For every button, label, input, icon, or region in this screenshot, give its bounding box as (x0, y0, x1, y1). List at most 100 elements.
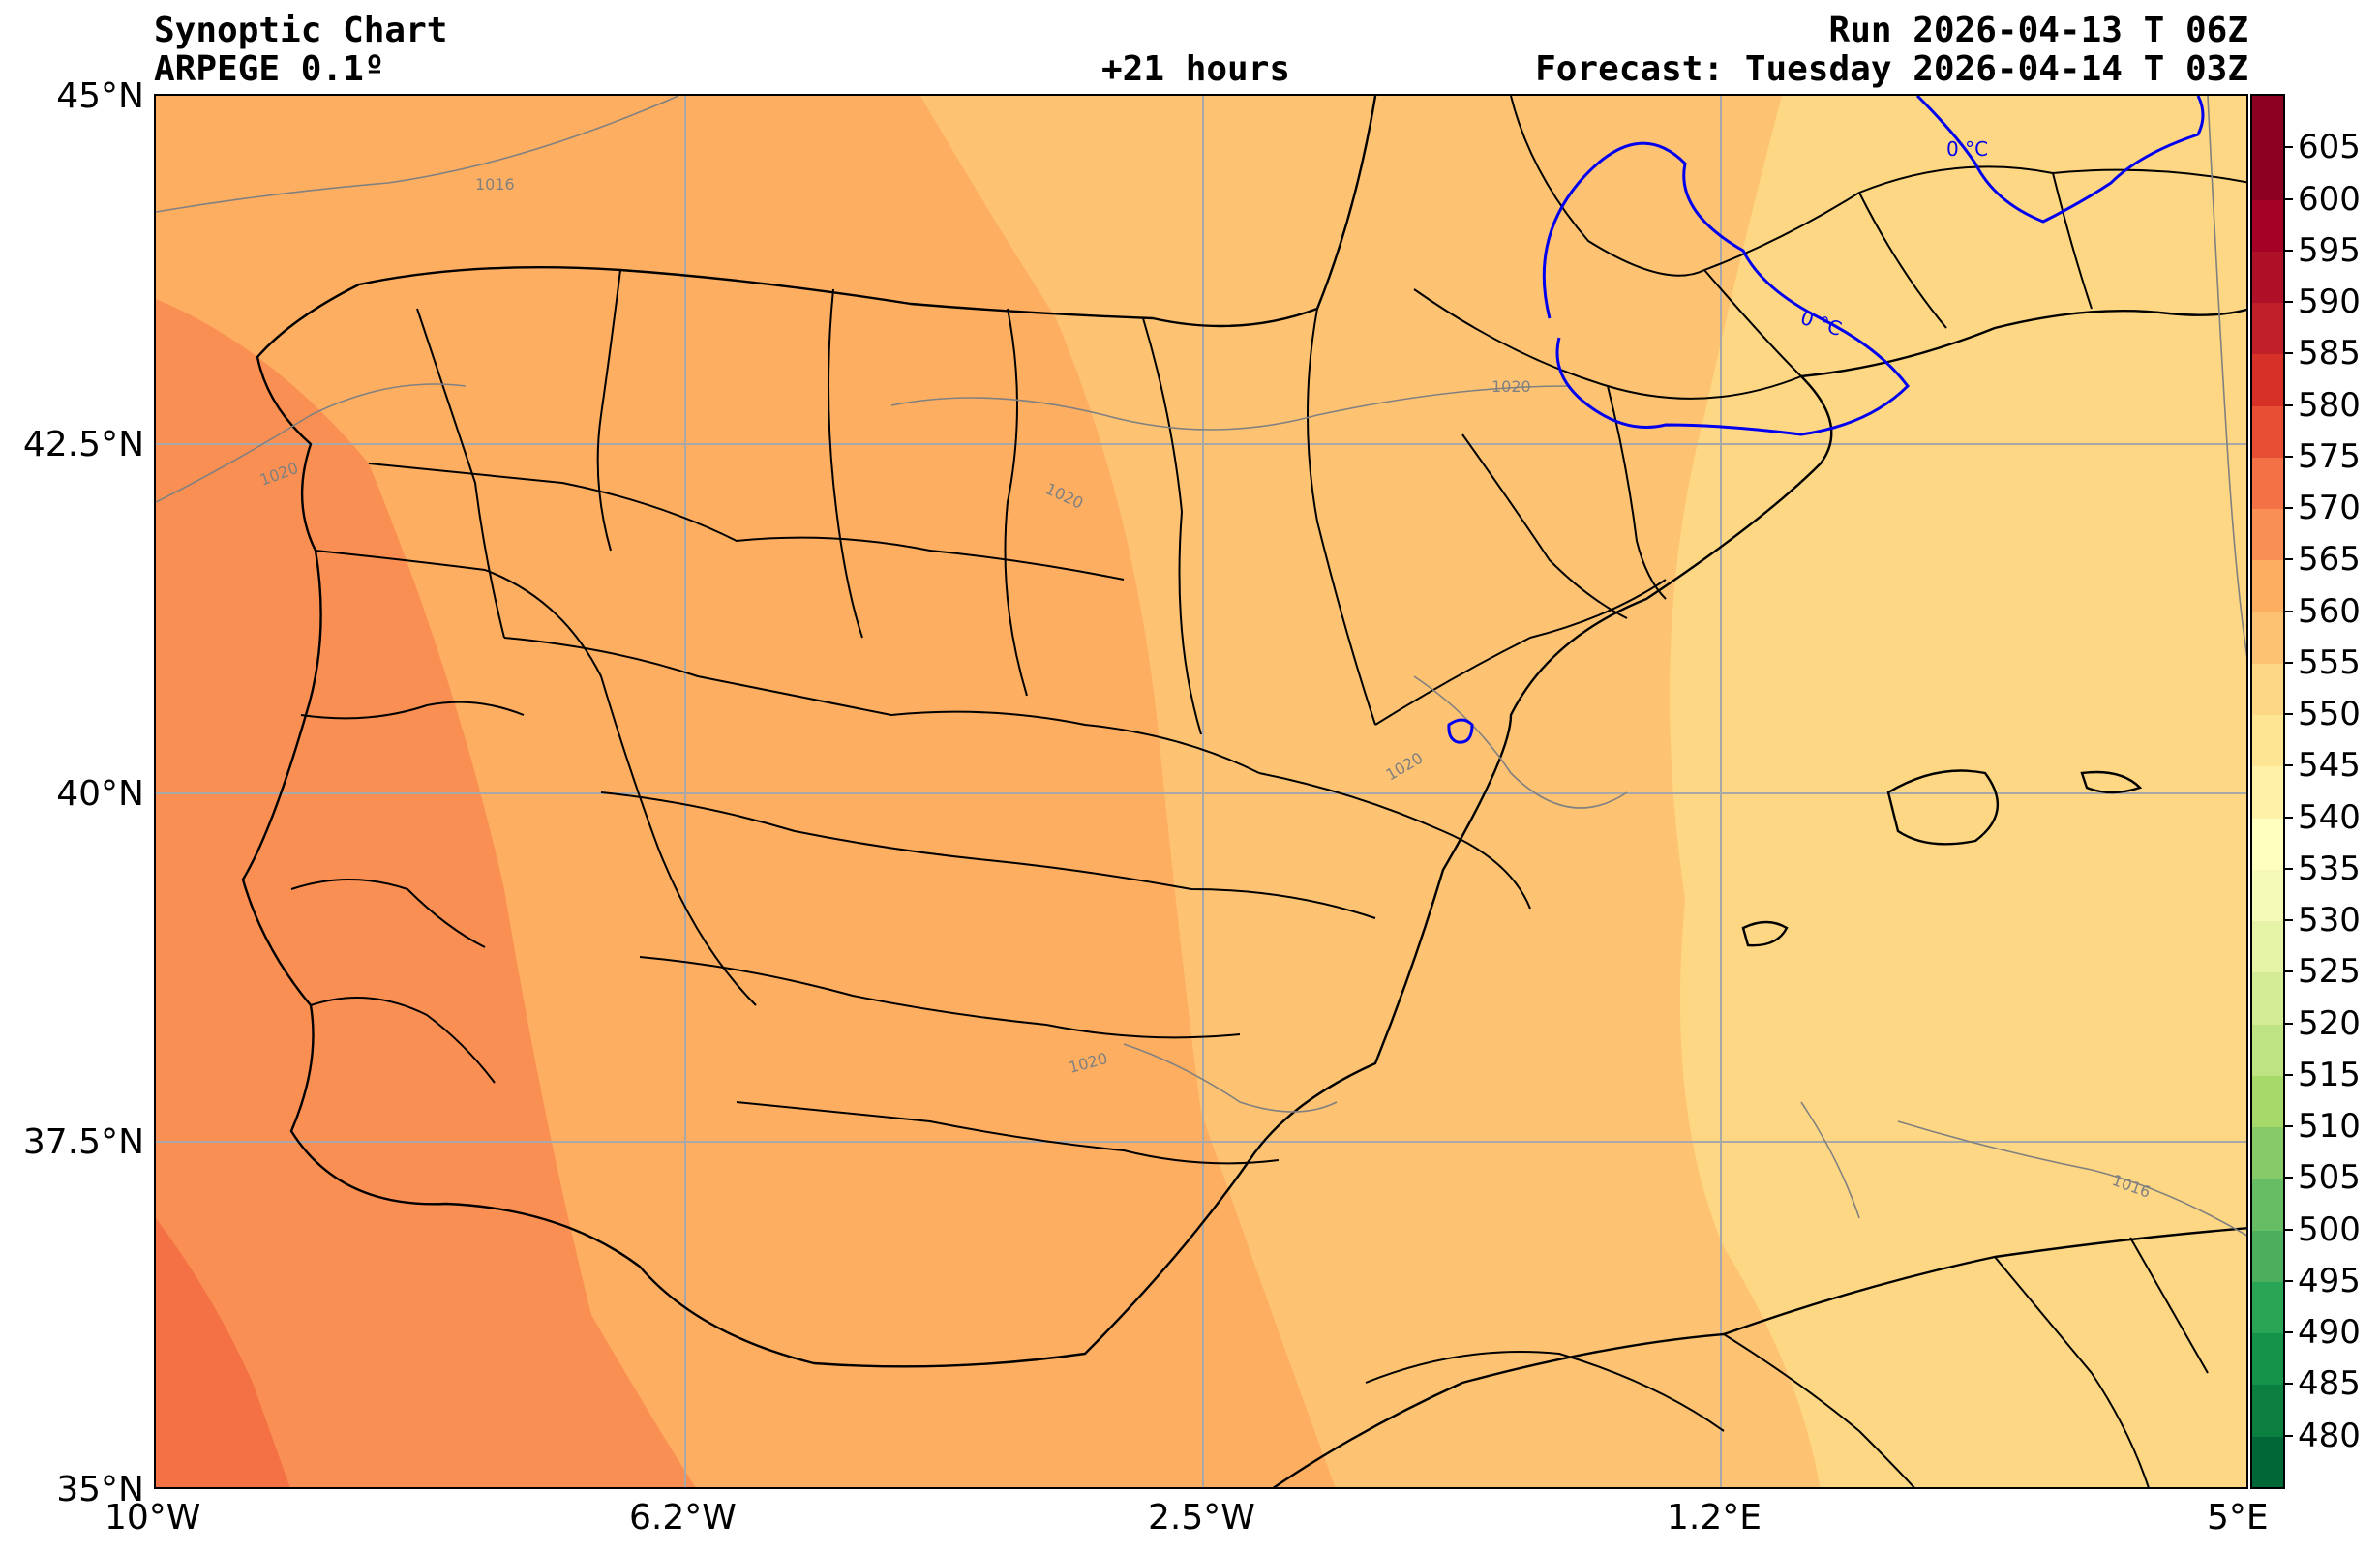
colorbar-label: 580 (2298, 385, 2361, 425)
colorbar-label: 600 (2298, 179, 2361, 219)
colorbar-cell (2252, 559, 2283, 612)
band-575 (156, 1218, 290, 1487)
colorbar-cell (2252, 714, 2283, 767)
colorbar-tick (2285, 197, 2293, 200)
lead-time: +21 hours (1101, 49, 1291, 89)
colorbar-label: 545 (2298, 746, 2361, 786)
synoptic-map: 1016 1020 1020 1020 1020 1020 1016 0 °C … (156, 96, 2246, 1487)
colorbar-cell (2252, 971, 2283, 1025)
colorbar-label: 525 (2298, 952, 2361, 992)
colorbar-tick (2285, 764, 2293, 767)
colorbar-tick (2285, 1434, 2293, 1437)
colorbar-tick (2285, 1279, 2293, 1282)
iberia-coast (241, 96, 1833, 1368)
colorbar-tick (2285, 1022, 2293, 1025)
menorca (2080, 770, 2143, 794)
freezing-isotherm (1447, 96, 2205, 744)
colorbar-tick (2285, 403, 2293, 406)
colorbar-cell (2252, 920, 2283, 973)
ibiza (1741, 920, 1789, 947)
colorbar-label: 560 (2298, 591, 2361, 631)
colorbar-tick (2285, 301, 2293, 304)
colorbar-cell (2252, 1384, 2283, 1437)
colorbar-cell (2252, 1074, 2283, 1128)
isobar-label: 1020 (1491, 377, 1531, 396)
colorbar-cell (2252, 96, 2283, 149)
colorbar-label: 490 (2298, 1313, 2361, 1353)
colorbar-cell (2252, 250, 2283, 304)
colorbar-tick (2285, 970, 2293, 973)
colorbar-cell (2252, 1126, 2283, 1179)
lon-label: 5°E (2207, 1498, 2269, 1537)
colorbar-label: 555 (2298, 642, 2361, 682)
colorbar-cell (2252, 456, 2283, 510)
lat-label: 40°N (56, 774, 144, 814)
lon-label: 6.2°W (629, 1498, 737, 1537)
chart-title: Synoptic Chart (154, 11, 448, 50)
colorbar-cell (2252, 1332, 2283, 1386)
colorbar-tick (2285, 1331, 2293, 1334)
colorbar-label: 505 (2298, 1158, 2361, 1198)
band-570 (156, 299, 696, 1487)
colorbar-tick (2285, 1383, 2293, 1386)
lat-label: 45°N (56, 76, 144, 116)
mallorca (1886, 769, 1999, 846)
colorbar (2250, 94, 2285, 1489)
lon-label: 1.2°E (1667, 1498, 1762, 1537)
colorbar-label: 605 (2298, 128, 2361, 167)
colorbar-label: 570 (2298, 489, 2361, 528)
colorbar-label: 530 (2298, 901, 2361, 940)
colorbar-label: 535 (2298, 849, 2361, 888)
forecast-time: Forecast: Tuesday 2026-04-14 T 03Z (1535, 49, 2248, 89)
colorbar-label: 590 (2298, 283, 2361, 322)
colorbar-cell (2252, 147, 2283, 200)
colorbar-cell (2252, 611, 2283, 664)
colorbar-cell (2252, 1178, 2283, 1231)
colorbar-label: 500 (2298, 1209, 2361, 1249)
colorbar-cell (2252, 1023, 2283, 1076)
colorbar-tick (2285, 1177, 2293, 1179)
lat-label: 42.5°N (22, 425, 144, 464)
lat-label: 37.5°N (22, 1122, 144, 1162)
colorbar-tick (2285, 146, 2293, 149)
colorbar-tick (2285, 713, 2293, 716)
colorbar-tick (2285, 919, 2293, 922)
colorbar-label: 550 (2298, 695, 2361, 734)
colorbar-tick (2285, 1125, 2293, 1128)
colorbar-label: 495 (2298, 1261, 2361, 1300)
colorbar-tick (2285, 558, 2293, 561)
colorbar-label: 515 (2298, 1055, 2361, 1094)
lat-label: 35°N (56, 1470, 144, 1509)
colorbar-label: 565 (2298, 540, 2361, 580)
colorbar-tick (2285, 249, 2293, 252)
colorbar-label: 540 (2298, 797, 2361, 837)
colorbar-cell (2252, 1435, 2283, 1487)
colorbar-tick (2285, 867, 2293, 870)
colorbar-tick (2285, 455, 2293, 458)
colorbar-cell (2252, 817, 2283, 870)
colorbar-cell (2252, 198, 2283, 252)
colorbar-tick (2285, 507, 2293, 510)
lon-label: 2.5°W (1148, 1498, 1255, 1537)
colorbar-cell (2252, 1229, 2283, 1282)
colorbar-cell (2252, 404, 2283, 458)
colorbar-tick (2285, 1073, 2293, 1076)
isotherm-label: 0 °C (1946, 137, 1988, 161)
colorbar-tick (2285, 352, 2293, 355)
colorbar-cell (2252, 765, 2283, 819)
colorbar-cell (2252, 1280, 2283, 1334)
colorbar-cell (2252, 868, 2283, 922)
colorbar-cell (2252, 508, 2283, 561)
colorbar-cell (2252, 353, 2283, 406)
colorbar-label: 520 (2298, 1003, 2361, 1043)
colorbar-tick (2285, 816, 2293, 819)
colorbar-label: 510 (2298, 1107, 2361, 1147)
map-grid (156, 96, 2246, 1487)
model-name: ARPEGE 0.1º (154, 49, 385, 89)
colorbar-label: 585 (2298, 334, 2361, 373)
colorbar-cell (2252, 302, 2283, 355)
isobars (156, 96, 2246, 1237)
colorbar-tick (2285, 610, 2293, 612)
colorbar-label: 480 (2298, 1416, 2361, 1455)
colorbar-label: 485 (2298, 1364, 2361, 1404)
